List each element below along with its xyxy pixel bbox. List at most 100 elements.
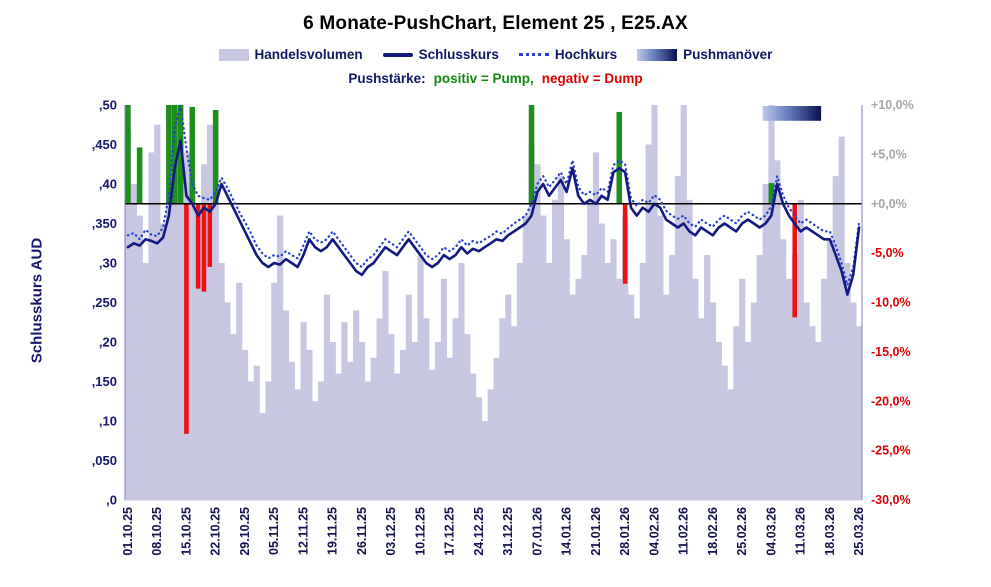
volume-bar	[511, 326, 518, 500]
x-tick-label: 08.10.25	[150, 507, 164, 556]
pump-bars	[125, 105, 775, 204]
pump-note: positiv = Pump,	[433, 71, 534, 86]
x-tick-label: 28.01.26	[618, 507, 632, 556]
volume-bar	[657, 215, 664, 500]
volume-bar	[575, 278, 582, 500]
volume-bar	[394, 373, 401, 500]
volume-bar	[774, 160, 781, 501]
volume-bar	[417, 255, 424, 500]
volume-bar	[616, 278, 623, 500]
volume-bar	[382, 270, 389, 500]
x-tick-label: 05.11.25	[267, 507, 281, 555]
volume-bar	[464, 334, 471, 500]
volume-bar	[633, 318, 641, 500]
volume-bar	[312, 401, 319, 500]
volume-bar	[785, 278, 793, 500]
dump-bar	[201, 203, 207, 292]
price-tick-label: ,050	[92, 453, 117, 468]
volume-bar	[704, 255, 711, 500]
price-tick-label: ,450	[92, 137, 117, 152]
volume-bar	[791, 255, 798, 500]
dump-bars	[184, 203, 798, 434]
volume-bar	[797, 199, 804, 501]
volume-bar	[224, 302, 231, 500]
x-tick-label: 31.12.25	[501, 507, 515, 556]
volume-bar	[318, 381, 325, 500]
volume-bar	[598, 223, 605, 500]
volume-bar	[745, 342, 752, 500]
volume-bar	[142, 263, 149, 500]
volume-bar	[189, 184, 196, 500]
price-tick-label: ,350	[92, 216, 117, 231]
push-strength-note: Pushstärke: positiv = Pump, negativ = Du…	[0, 71, 991, 86]
x-tick-label: 04.02.26	[647, 507, 661, 556]
volume-bar	[581, 255, 588, 500]
x-tick-label: 01.10.25	[121, 507, 135, 556]
volume-bar	[487, 389, 494, 500]
volume-bar	[587, 199, 594, 501]
volume-bar	[364, 381, 371, 500]
close-line	[126, 139, 861, 296]
volume-bar	[569, 294, 576, 500]
x-tick-label: 25.03.26	[852, 507, 866, 556]
volume-bar	[218, 263, 225, 500]
volume-bar	[856, 326, 863, 500]
percent-tick-label: -5,0%	[871, 246, 904, 260]
price-tick-label: ,250	[92, 295, 117, 310]
pump-bar	[125, 105, 131, 204]
volume-bar	[236, 282, 243, 500]
volume-bar	[411, 342, 418, 500]
volume-bar	[452, 318, 459, 500]
x-tick-label: 10.12.25	[413, 507, 427, 556]
volume-bar	[458, 263, 465, 500]
volume-bar	[803, 302, 810, 500]
volume-bar	[440, 278, 448, 500]
high-line	[126, 104, 861, 290]
volume-bar	[247, 381, 254, 500]
legend: Handelsvolumen Schlusskurs Hochkurs Push…	[0, 47, 991, 62]
volume-bar	[136, 215, 143, 500]
volume-bar	[663, 294, 670, 500]
volume-bar	[475, 397, 483, 500]
x-axis-labels: 01.10.25 08.10.25 15.10.25 22.10.25 29.10.25…	[121, 507, 866, 556]
volume-bar	[832, 176, 839, 500]
dump-bar	[622, 203, 628, 284]
high-line-swatch	[518, 53, 549, 56]
volume-bar	[698, 318, 705, 500]
volume-bar	[668, 255, 676, 500]
volume-bar	[557, 176, 564, 500]
volume-bar	[130, 184, 137, 500]
volume-bar	[768, 105, 775, 500]
volume-bar	[780, 239, 787, 501]
volume-bar	[353, 310, 360, 500]
volume-bar	[259, 413, 266, 500]
x-tick-label: 26.11.25	[355, 507, 369, 555]
x-tick-label: 15.10.25	[179, 507, 193, 556]
volume-bar	[253, 365, 260, 500]
volume-bar	[154, 124, 161, 500]
x-tick-label: 03.12.25	[384, 507, 398, 556]
volume-bar	[563, 239, 570, 501]
volume-bar	[493, 357, 500, 500]
volume-bar	[709, 302, 717, 500]
volume-bar	[721, 365, 728, 500]
price-tick-label: ,40	[99, 177, 117, 192]
pump-bar	[528, 105, 535, 204]
dump-bar	[792, 203, 798, 318]
volume-bar	[592, 152, 600, 500]
volume-bar	[429, 369, 436, 500]
volume-bar	[815, 342, 822, 500]
legend-label-close: Schlusskurs	[418, 47, 499, 62]
legend-label-volume: Handelsvolumen	[254, 47, 363, 62]
x-tick-label: 21.01.26	[589, 507, 603, 556]
pump-bar	[616, 111, 623, 204]
volume-bar	[674, 176, 681, 500]
price-tick-label: ,10	[99, 414, 117, 429]
volume-bar	[294, 389, 301, 500]
volume-bar	[241, 349, 249, 500]
volume-bar	[844, 263, 851, 500]
right-axis-labels: +10,0% +5,0% +0,0% -5,0% -10,0% -15,0% -20,0% -…	[871, 98, 914, 507]
percent-tick-label: -15,0%	[871, 345, 911, 359]
percent-tick-label: -10,0%	[871, 296, 911, 310]
